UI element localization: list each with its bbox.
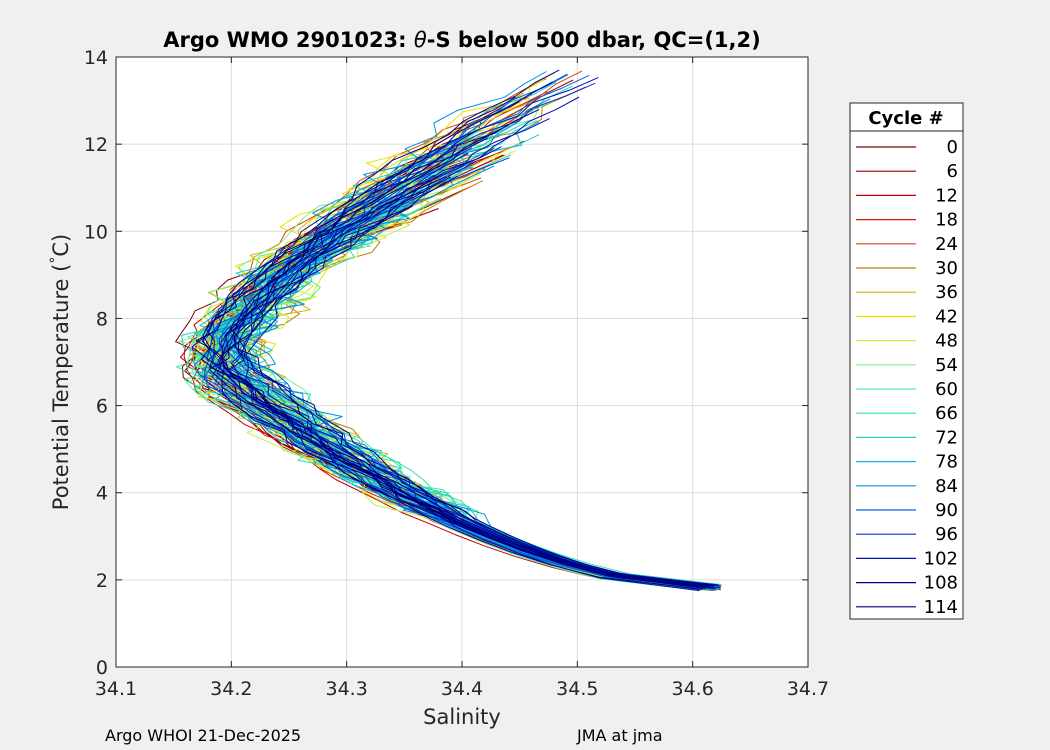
legend-label-42: 42 [935,306,958,327]
legend-label-108: 108 [924,573,958,594]
profile-line-cycle-67 [224,198,703,587]
profile-line-cycle-88 [220,74,714,588]
y-tick-label: 12 [84,134,108,156]
legend-label-0: 0 [947,137,958,158]
legend-items: 0 6 12 18 24 30 36 42 48 54 60 66 72 78 84 90 96 102 108 11… [856,137,958,618]
profile-line-cycle-93 [204,174,715,586]
legend-box [849,102,964,620]
legend-label-60: 60 [935,379,958,400]
y-tick-label: 2 [96,570,108,592]
chart-title: Argo WMO 2901023: θ-S below 500 dbar, QC… [163,28,760,52]
profile-line-cycle-112 [221,124,710,587]
legend-label-72: 72 [935,427,958,448]
footer-left: Argo WHOI 21-Dec-2025 [105,726,301,745]
x-tick-label: 34.3 [326,678,368,700]
legend-label-84: 84 [935,476,958,497]
x-tick-label: 34.1 [95,678,137,700]
legend-label-78: 78 [935,452,958,473]
legend: Cycle # 0 6 12 18 24 30 36 42 48 54 60 66 72 78 84 90 96… [849,102,964,620]
legend-label-96: 96 [935,524,958,545]
profile-line-cycle-102 [211,146,719,586]
x-tick-label: 34.4 [441,678,483,700]
y-tick-label: 0 [96,657,108,679]
legend-label-66: 66 [935,403,958,424]
y-tick-label: 14 [84,47,108,69]
x-tick-label: 34.7 [787,678,829,700]
y-tick-label: 6 [96,396,108,418]
profile-line-cycle-83 [213,131,714,591]
legend-label-102: 102 [924,548,958,569]
x-tick-label: 34.6 [672,678,714,700]
legend-label-90: 90 [935,500,958,521]
legend-label-18: 18 [935,210,958,231]
legend-label-114: 114 [924,597,958,618]
y-tick-label: 10 [84,221,108,243]
x-axis-label: Salinity [423,705,501,729]
legend-label-30: 30 [935,258,958,279]
profile-line-cycle-107 [233,205,707,586]
legend-label-54: 54 [935,355,958,376]
y-tick-label: 4 [96,483,108,505]
legend-label-6: 6 [947,161,958,182]
profile-line-cycle-70 [228,134,706,587]
footer-right: JMA at jma [576,726,663,745]
y-axis-label: Potential Temperature (°C) [48,234,73,510]
axis-ticks: 34.1 34.2 34.3 34.4 34.5 34.6 34.7 0 2 4 6 8 10 12 14 [84,47,829,700]
legend-label-36: 36 [935,282,958,303]
profile-line-cycle-111 [237,176,713,589]
legend-label-24: 24 [935,234,958,255]
x-tick-label: 34.5 [556,678,598,700]
profile-line-cycle-110 [220,96,703,590]
legend-label-12: 12 [935,185,958,206]
profile-line-cycle-114 [195,176,701,588]
x-tick-label: 34.2 [210,678,252,700]
legend-label-48: 48 [935,331,958,352]
profile-line-cycle-103 [200,109,712,586]
profile-line-cycle-109 [201,69,704,587]
profile-lines [175,69,722,592]
legend-title: Cycle # [868,108,943,129]
y-tick-label: 8 [96,308,108,330]
